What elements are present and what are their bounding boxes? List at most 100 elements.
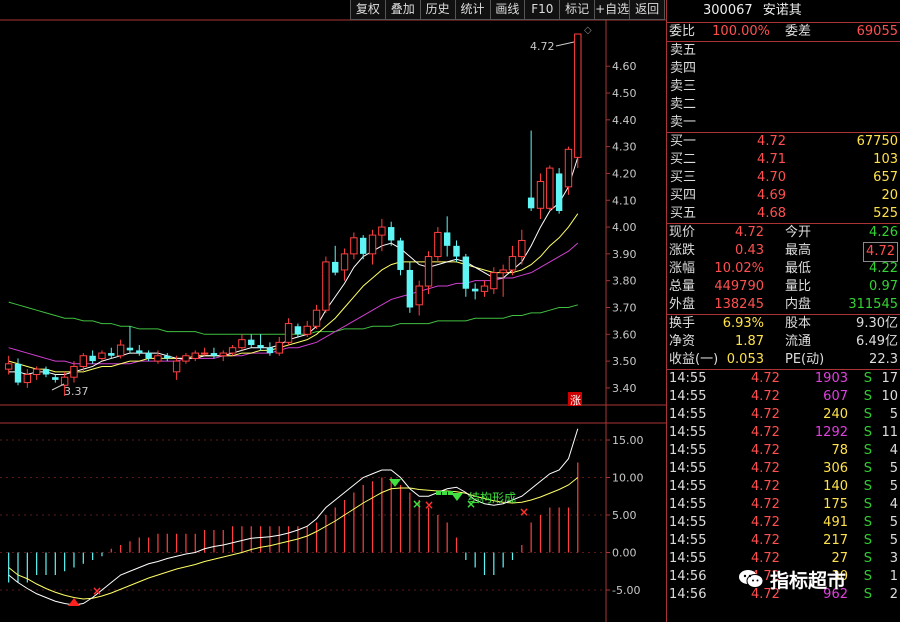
- candle[interactable]: [210, 347, 218, 359]
- toolbar-button-8[interactable]: 返回: [629, 0, 666, 20]
- candle[interactable]: [191, 350, 199, 362]
- candle[interactable]: [60, 371, 69, 396]
- candle[interactable]: [480, 280, 489, 297]
- candle[interactable]: [546, 165, 554, 211]
- candle[interactable]: [368, 229, 377, 265]
- candle[interactable]: [294, 323, 302, 337]
- candle[interactable]: [322, 256, 330, 313]
- toolbar-button-3[interactable]: 统计: [454, 0, 491, 20]
- candle[interactable]: [303, 320, 311, 337]
- tick-row[interactable]: 14:55 4.72 27 S 3: [667, 550, 900, 568]
- candle[interactable]: [200, 347, 209, 356]
- toolbar-button-6[interactable]: 标记: [559, 0, 596, 20]
- candle[interactable]: [172, 355, 181, 380]
- toolbar-button-2[interactable]: 历史: [419, 0, 456, 20]
- candle[interactable]: [490, 267, 498, 295]
- tick-row[interactable]: 14:55 4.72 607 S 10: [667, 388, 900, 406]
- candle[interactable]: [89, 350, 96, 364]
- candle[interactable]: [471, 283, 479, 300]
- webi-row: 委比 100.00% 委差 69055: [667, 23, 900, 42]
- candle[interactable]: [248, 334, 255, 348]
- candle[interactable]: [564, 146, 573, 195]
- stat-value-2: 6.49亿: [856, 334, 898, 349]
- candle[interactable]: [182, 353, 190, 364]
- tick-row[interactable]: 14:55 4.72 140 S 5: [667, 478, 900, 496]
- candle[interactable]: [70, 361, 78, 383]
- tick-row[interactable]: 14:56 4.72 962 S 2: [667, 586, 900, 604]
- tick-row[interactable]: 14:55 4.72 78 S 4: [667, 442, 900, 460]
- tick-row[interactable]: 14:55 4.72 217 S 5: [667, 532, 900, 550]
- tick-row[interactable]: 14:55 4.72 175 S 4: [667, 496, 900, 514]
- candle[interactable]: [360, 235, 367, 260]
- tick-count: 1: [889, 569, 898, 584]
- sell-row: 卖一: [667, 114, 900, 132]
- toolbar-button-5[interactable]: F10: [524, 0, 561, 20]
- candle[interactable]: [42, 366, 50, 378]
- candle[interactable]: [453, 240, 460, 262]
- candle[interactable]: [424, 251, 433, 295]
- tick-count: 4: [889, 497, 898, 512]
- candle[interactable]: [536, 173, 545, 220]
- candle[interactable]: [238, 334, 246, 351]
- candle[interactable]: [98, 350, 106, 362]
- kline-chart-area[interactable]: 4.60 4.50 4.40 4.30 4.20 4.10 4.00 3.90 3.80 3.70…: [0, 0, 666, 622]
- candle[interactable]: [275, 336, 283, 356]
- candle[interactable]: [350, 232, 358, 260]
- tick-row[interactable]: 14:55 4.72 306 S 5: [667, 460, 900, 478]
- candle[interactable]: [4, 355, 13, 375]
- candle[interactable]: [14, 358, 22, 386]
- candle[interactable]: [126, 326, 134, 354]
- tick-row[interactable]: 14:55 4.72 491 S 5: [667, 514, 900, 532]
- candle[interactable]: [164, 353, 171, 362]
- candle[interactable]: [462, 253, 470, 297]
- candle[interactable]: [228, 345, 237, 356]
- toolbar-button-0[interactable]: 复权: [350, 0, 386, 20]
- candle[interactable]: [340, 248, 349, 281]
- candle[interactable]: [406, 261, 414, 313]
- candle[interactable]: [415, 280, 423, 316]
- candle[interactable]: [312, 304, 321, 329]
- tick-side: S: [863, 569, 872, 584]
- candle[interactable]: [219, 350, 227, 362]
- sell-label: 卖二: [670, 97, 697, 112]
- candle[interactable]: [434, 227, 442, 262]
- candle[interactable]: [257, 334, 264, 351]
- candle[interactable]: [136, 345, 143, 356]
- candle[interactable]: [443, 216, 451, 257]
- candle[interactable]: [116, 339, 125, 359]
- tick-list[interactable]: 14:55 4.72 1903 S 17 14:55 4.72 607 S 10 14:55 4.72…: [667, 370, 900, 604]
- candle[interactable]: [332, 245, 339, 276]
- stat-label-2: 股本: [785, 316, 812, 331]
- tick-price: 4.72: [751, 479, 780, 494]
- candle[interactable]: [154, 350, 162, 364]
- candle[interactable]: [518, 229, 526, 265]
- toolbar-button-4[interactable]: 画线: [489, 0, 526, 20]
- candle[interactable]: [397, 237, 404, 276]
- buy-label: 买三: [670, 170, 697, 185]
- price-tick-label: 3.50: [612, 355, 637, 368]
- candle[interactable]: [499, 264, 507, 297]
- candle[interactable]: [508, 245, 517, 276]
- tick-row[interactable]: 14:55 4.72 1903 S 17: [667, 370, 900, 388]
- candle[interactable]: [555, 168, 563, 214]
- toolbar-button-7[interactable]: +自选: [594, 0, 631, 20]
- candle[interactable]: [32, 366, 41, 380]
- candle[interactable]: [145, 350, 152, 362]
- candle[interactable]: [266, 342, 274, 356]
- candle[interactable]: [378, 219, 386, 252]
- candle[interactable]: [574, 33, 582, 169]
- toolbar-button-1[interactable]: 叠加: [384, 0, 421, 20]
- tick-price: 4.72: [751, 371, 780, 386]
- tick-row[interactable]: 14:55 4.72 1292 S 11: [667, 424, 900, 442]
- candle[interactable]: [108, 347, 115, 359]
- candle[interactable]: [79, 353, 88, 372]
- candle[interactable]: [23, 369, 32, 388]
- candle[interactable]: [284, 318, 293, 346]
- candle[interactable]: [527, 130, 535, 211]
- kline-chart[interactable]: 4.60 4.50 4.40 4.30 4.20 4.10 4.00 3.90 3.80 3.70…: [0, 0, 666, 622]
- candle[interactable]: [52, 374, 59, 383]
- sell-row: 卖二: [667, 96, 900, 114]
- candle[interactable]: [387, 221, 395, 246]
- quote-panel: 300067 安诺其 委比 100.00% 委差 69055 卖五 卖四 卖三 卖二卖…: [666, 0, 900, 622]
- tick-row[interactable]: 14:55 4.72 240 S 5: [667, 406, 900, 424]
